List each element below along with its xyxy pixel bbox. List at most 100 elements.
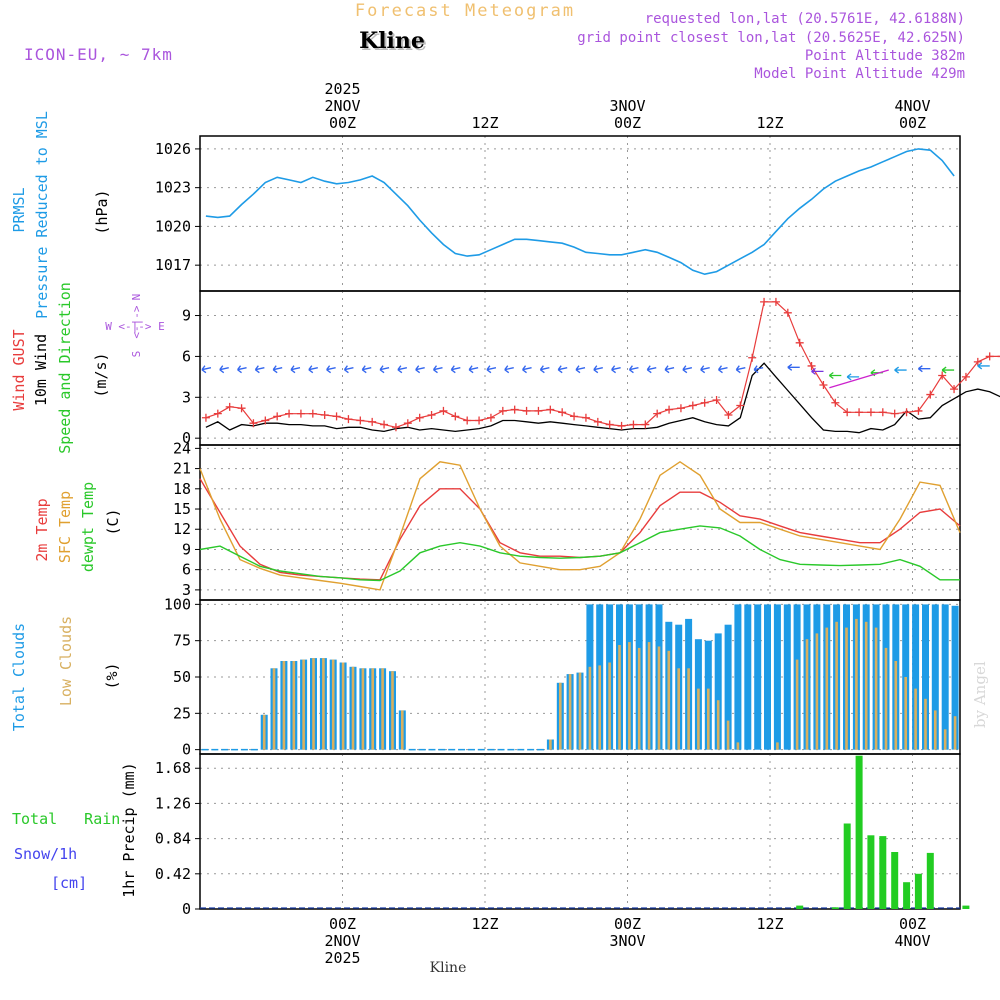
low-clouds-bar — [322, 658, 325, 750]
wind-direction-arrow — [361, 365, 372, 374]
low-clouds-bar — [401, 710, 404, 750]
y-tick-label: 75 — [173, 632, 191, 650]
total-clouds-bar — [724, 624, 732, 750]
gust-marker — [427, 411, 436, 420]
wind-direction-arrow — [894, 366, 907, 374]
low-clouds-bar — [716, 700, 720, 750]
low-clouds-bar — [292, 661, 296, 750]
wind-direction-arrow — [308, 365, 318, 374]
y-tick-label: 15 — [173, 500, 191, 518]
gust-marker — [926, 390, 935, 399]
header: Forecast Meteogram Kline Kline ICON-EU, … — [24, 1, 989, 976]
gust-marker — [783, 308, 792, 317]
gust-marker — [249, 419, 258, 428]
gust-marker — [688, 401, 697, 410]
temp2m-label: 2m Temp — [33, 498, 51, 561]
gust-marker — [819, 381, 828, 390]
wind-label: 10m Wind — [32, 334, 50, 406]
gust-marker — [665, 405, 674, 414]
low-clouds-bar — [391, 671, 394, 750]
low-clouds-label: Low Clouds — [57, 616, 75, 706]
grid-point-coords: grid point closest lon,lat (20.5625E, 42… — [577, 30, 965, 46]
panel-3: 3 6 9 12 15 18 21 24 — [173, 439, 961, 601]
low-clouds-bar — [578, 672, 582, 750]
gust-marker — [261, 416, 270, 425]
gust-marker — [237, 404, 246, 413]
panel-labels: PRMSL Pressure Reduced to MSL (hPa) Wind… — [10, 111, 165, 898]
wind-direction-arrow — [829, 369, 889, 389]
wind-direction-arrow — [977, 362, 990, 370]
y-tick-label: 18 — [173, 480, 191, 498]
gust-marker — [629, 420, 638, 429]
low-clouds-bar — [647, 642, 651, 750]
wind-direction-arrow — [646, 365, 657, 374]
gust-marker — [368, 417, 377, 426]
rain-bar — [867, 835, 875, 909]
rain-bar — [843, 823, 851, 909]
wind-direction-arrow — [343, 365, 354, 374]
pressure-label: Pressure Reduced to MSL — [33, 111, 51, 319]
wind-unit: (m/s) — [92, 352, 110, 397]
low-clouds-bar — [953, 716, 957, 750]
time-label-bottom: 3NOV — [609, 932, 645, 950]
low-clouds-bar — [341, 662, 345, 750]
dewpt-label: dewpt Temp — [79, 482, 97, 572]
gust-marker — [593, 417, 602, 426]
y-tick-label: 6 — [182, 347, 191, 365]
dewpt-line — [199, 525, 960, 582]
wind-direction-arrow — [664, 365, 675, 374]
wind-direction-arrow — [539, 365, 550, 374]
low-clouds-bar — [628, 642, 631, 750]
gust-marker — [486, 413, 495, 422]
wind-direction-arrow — [593, 365, 603, 374]
low-clouds-bar — [924, 698, 927, 750]
y-tick-label: 1020 — [155, 217, 191, 235]
gust-marker — [451, 412, 460, 421]
gust-marker — [439, 406, 448, 415]
y-tick-label: 3 — [182, 388, 191, 406]
y-tick-label: 9 — [182, 540, 191, 558]
low-clouds-bar — [805, 639, 809, 750]
low-clouds-bar — [864, 621, 868, 750]
time-label-bottom: 4NOV — [894, 932, 930, 950]
time-label-bottom: 2NOV — [324, 932, 360, 950]
sfc-temp-line — [199, 460, 961, 591]
time-label-top: 12Z — [756, 114, 783, 132]
compass-north: N — [130, 294, 143, 301]
low-clouds-bar — [361, 668, 365, 750]
snow-label: Snow/1h — [14, 845, 77, 863]
wind-direction-arrow — [486, 365, 497, 374]
time-label-top: 12Z — [471, 114, 498, 132]
gust-marker — [558, 408, 567, 417]
gust-marker — [308, 409, 317, 418]
gust-marker — [771, 297, 780, 306]
gust-marker — [498, 406, 507, 415]
low-clouds-bar — [943, 729, 947, 750]
low-clouds-bar — [312, 658, 315, 750]
wind-direction-arrow — [290, 365, 301, 374]
gust-marker — [380, 420, 389, 429]
y-tick-label: 0.84 — [155, 830, 191, 848]
watermark: by Angel — [971, 661, 989, 728]
model-label: ICON-EU, ~ 7km — [24, 45, 173, 64]
gust-marker — [273, 412, 282, 421]
low-clouds-bar — [637, 647, 641, 750]
time-label-top: 00Z — [614, 114, 641, 132]
y-tick-label: 100 — [164, 595, 191, 613]
gust-marker — [700, 398, 709, 407]
y-tick-label: 21 — [173, 460, 191, 478]
y-tick-label: 9 — [182, 307, 191, 325]
wind-direction-arrow — [522, 365, 532, 374]
forecast-title: Forecast Meteogram — [355, 1, 575, 21]
gust-marker — [997, 355, 1000, 358]
y-tick-label: 12 — [173, 520, 191, 538]
panel-frame — [199, 753, 961, 910]
time-label-top: 2025 — [324, 80, 360, 98]
gust-marker — [902, 408, 911, 417]
time-label-top: 00Z — [329, 114, 356, 132]
total-clouds-bar — [912, 604, 920, 750]
time-label-top: 00Z — [899, 114, 926, 132]
wind-direction-arrow — [237, 365, 247, 374]
y-tick-label: 24 — [173, 439, 191, 457]
gust-line — [205, 301, 1000, 428]
